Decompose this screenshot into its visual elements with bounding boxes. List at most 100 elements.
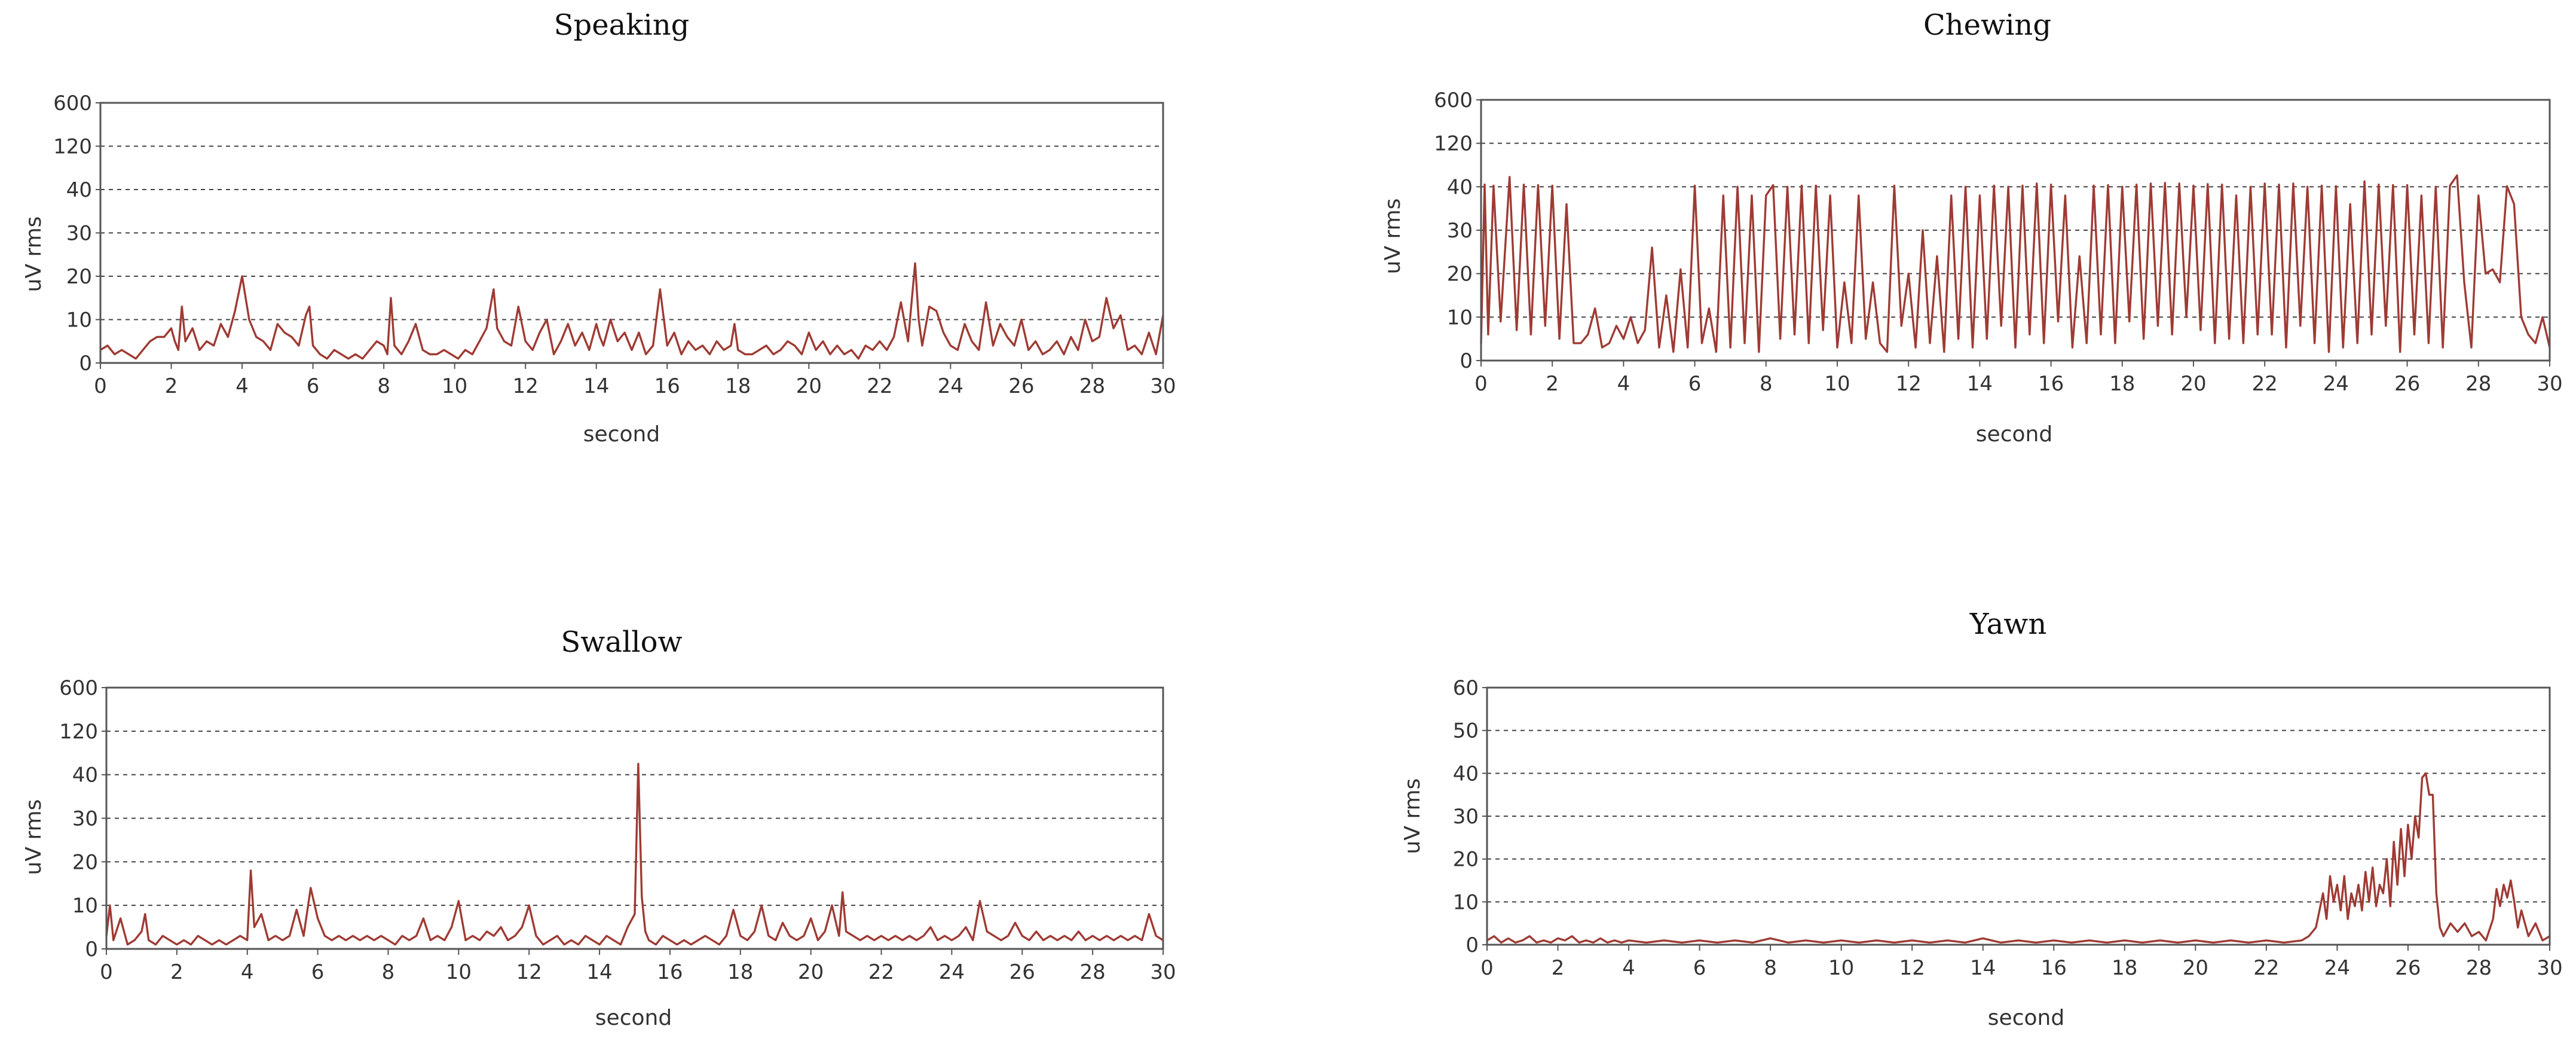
- x-tick-label: 18: [2109, 372, 2135, 396]
- x-tick-label: 6: [307, 374, 320, 398]
- y-tick-label: 10: [66, 309, 92, 332]
- y-tick-label: 40: [1447, 175, 1473, 199]
- x-tick-label: 2: [1552, 956, 1565, 980]
- x-tick-label: 30: [2537, 372, 2562, 396]
- x-axis-label: second: [583, 422, 660, 447]
- x-tick-label: 20: [2180, 372, 2206, 396]
- x-tick-label: 8: [377, 374, 390, 398]
- x-tick-label: 8: [382, 960, 395, 984]
- x-tick-label: 2: [170, 960, 183, 984]
- x-tick-label: 4: [235, 374, 249, 398]
- chart-title: Speaking: [554, 8, 690, 42]
- x-tick-label: 22: [2253, 956, 2279, 980]
- x-ticks: 0 2 4 6 8 10 12 14 16 18 20 22 24 26 28 30: [100, 949, 1176, 984]
- chart-chewing: Chewing uV rms second 0 10 20 30 40 120 600 0 2…: [1381, 8, 2563, 447]
- x-tick-label: 28: [1079, 374, 1105, 398]
- x-tick-label: 14: [1970, 956, 1996, 980]
- x-tick-label: 8: [1760, 372, 1773, 396]
- y-ticks: 0 10 20 30 40 120 600: [53, 91, 100, 375]
- x-tick-label: 26: [2394, 372, 2420, 396]
- x-tick-label: 20: [2183, 956, 2208, 980]
- x-tick-label: 6: [311, 960, 325, 984]
- y-tick-label: 20: [72, 850, 98, 874]
- y-tick-label: 600: [59, 676, 98, 700]
- x-tick-label: 0: [100, 960, 113, 984]
- x-tick-label: 4: [1622, 956, 1635, 980]
- x-tick-label: 16: [657, 960, 683, 984]
- x-tick-label: 24: [2324, 956, 2350, 980]
- y-tick-label: 10: [1447, 306, 1473, 329]
- x-axis-label: second: [1976, 422, 2052, 447]
- x-tick-label: 4: [1617, 372, 1630, 396]
- x-axis-label: second: [595, 1006, 672, 1030]
- x-tick-label: 12: [513, 374, 539, 398]
- x-tick-label: 24: [938, 374, 963, 398]
- y-tick-label: 120: [59, 720, 98, 744]
- y-axis-label: uV rms: [22, 216, 46, 292]
- y-ticks: 0 10 20 30 40 120 600: [1434, 88, 1481, 373]
- y-tick-label: 30: [72, 807, 98, 831]
- x-tick-label: 24: [2323, 372, 2349, 396]
- x-tick-label: 8: [1764, 956, 1777, 980]
- y-tick-label: 0: [79, 352, 92, 375]
- x-tick-label: 22: [868, 960, 894, 984]
- x-ticks: 0 2 4 6 8 10 12 14 16 18 20 22 24 26 28 30: [1474, 361, 2563, 396]
- y-tick-label: 20: [1453, 848, 1479, 872]
- x-tick-label: 6: [1693, 956, 1706, 980]
- x-tick-label: 10: [442, 374, 467, 398]
- x-tick-label: 16: [2041, 956, 2067, 980]
- x-tick-label: 30: [2537, 956, 2562, 980]
- plot-frame: [1486, 686, 2551, 946]
- y-tick-label: 10: [72, 894, 98, 918]
- data-series-line: [1480, 174, 2551, 353]
- x-tick-label: 26: [1008, 374, 1034, 398]
- grid: [1487, 687, 2550, 903]
- data-series-line: [100, 262, 1164, 360]
- y-tick-label: 30: [1447, 219, 1473, 243]
- x-tick-label: 14: [1967, 372, 1993, 396]
- plot-frame: [99, 102, 1164, 364]
- y-tick-label: 40: [1453, 762, 1479, 786]
- plot-frame: [1480, 99, 2551, 362]
- data-series-line: [1486, 772, 2550, 944]
- x-tick-label: 22: [2252, 372, 2278, 396]
- chart-title: Swallow: [561, 625, 682, 659]
- y-tick-label: 40: [66, 178, 92, 202]
- x-tick-label: 14: [583, 374, 609, 398]
- y-tick-label: 10: [1453, 890, 1479, 914]
- x-tick-label: 0: [94, 374, 107, 398]
- y-tick-label: 20: [66, 265, 92, 289]
- x-tick-label: 12: [1896, 372, 1922, 396]
- x-tick-label: 2: [165, 374, 178, 398]
- y-tick-label: 0: [1466, 933, 1479, 957]
- chart-swallow: Swallow uV rms second 0 10 20 30 40 120 600 0 2…: [22, 625, 1176, 1030]
- x-tick-label: 10: [1828, 956, 1854, 980]
- y-tick-label: 60: [1453, 676, 1479, 700]
- x-tick-label: 20: [796, 374, 822, 398]
- y-tick-label: 0: [1460, 349, 1473, 373]
- y-tick-label: 20: [1447, 262, 1473, 286]
- x-tick-label: 4: [241, 960, 254, 984]
- chart-title: Chewing: [1923, 8, 2051, 42]
- y-axis-label: uV rms: [1381, 199, 1405, 274]
- x-tick-label: 26: [2395, 956, 2421, 980]
- chart-title: Yawn: [1969, 607, 2047, 641]
- x-tick-label: 12: [1899, 956, 1925, 980]
- y-tick-label: 0: [85, 938, 98, 961]
- x-axis-label: second: [1988, 1006, 2064, 1030]
- x-tick-label: 12: [516, 960, 542, 984]
- x-tick-label: 10: [1824, 372, 1850, 396]
- x-tick-label: 0: [1474, 372, 1488, 396]
- y-ticks: 0 10 20 30 40 50 60: [1453, 676, 1487, 957]
- plot-frame: [105, 686, 1164, 950]
- y-tick-label: 40: [72, 764, 98, 787]
- y-axis-label: uV rms: [22, 799, 46, 875]
- x-tick-label: 16: [2038, 372, 2064, 396]
- y-tick-label: 30: [66, 222, 92, 246]
- x-tick-label: 16: [654, 374, 680, 398]
- y-tick-label: 600: [53, 91, 92, 115]
- x-ticks: 0 2 4 6 8 10 12 14 16 18 20 22 24 26 28 30: [1480, 945, 2563, 980]
- x-tick-label: 0: [1480, 956, 1494, 980]
